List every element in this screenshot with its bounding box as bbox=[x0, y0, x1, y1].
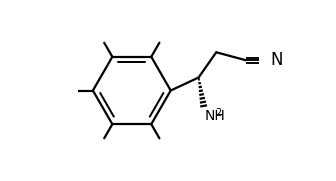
Text: N: N bbox=[270, 51, 283, 69]
Text: NH: NH bbox=[205, 109, 225, 123]
Text: 2: 2 bbox=[215, 108, 221, 118]
